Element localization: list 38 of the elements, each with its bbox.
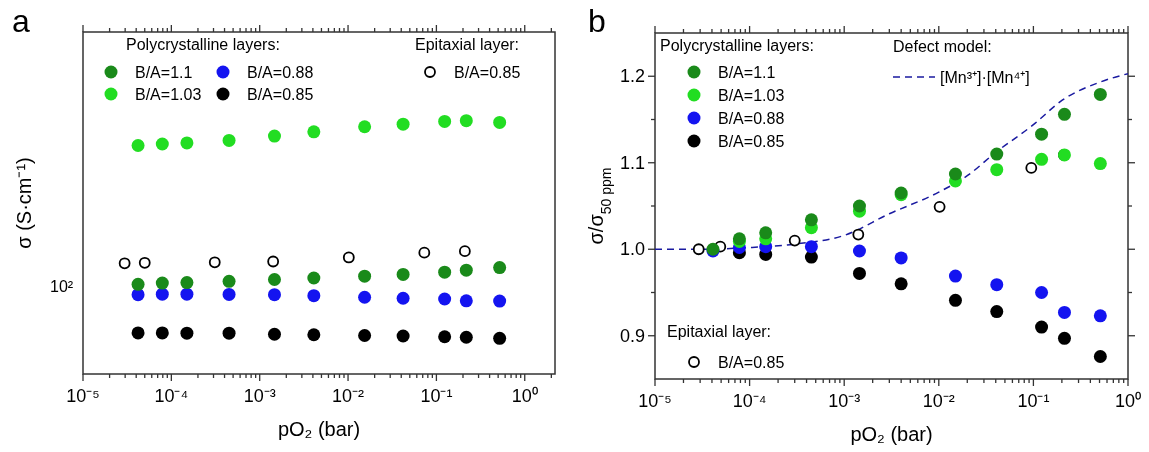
chart-title: b [588,3,606,39]
y-tick-label: 1.2 [619,66,645,87]
x-axis-title: pO₂ (bar) [850,423,933,445]
x-tick-label: 10⁻² [922,391,955,411]
x-axis-title: pO₂ (bar) [277,418,361,440]
annotation: Epitaxial layer: [667,323,772,340]
x-tick-label: 10⁻¹ [1017,391,1050,411]
legend-label: B/A=1.03 [718,87,785,104]
legend-label: [Mn³⁺]·[Mn⁴⁺] [940,69,1030,86]
text: 10² [50,278,74,295]
legend-label: B/A=0.88 [718,110,785,127]
legend-label: B/A=1.03 [135,86,202,103]
x-tick-label: 10⁻² [332,386,365,406]
chart-title: a [12,3,30,39]
y-tick-label: 1.1 [619,152,645,173]
legend-title: Polycrystalline layers: [126,36,280,53]
x-tick-label: 10⁰ [511,386,538,406]
x-tick-label: 10⁻⁴ [732,391,767,411]
y-tick-label: 1.0 [619,239,645,260]
legend-label: B/A=0.85 [718,133,785,150]
x-tick-label: 10⁻³ [828,391,861,411]
legend-title: Polycrystalline layers: [660,37,814,54]
x-tick-label: 10⁻⁵ [638,391,672,411]
x-tick-label: 10⁰ [1114,391,1142,411]
legend-label: B/A=0.85 [454,64,521,81]
text: Epitaxial layer: [415,36,520,53]
y-axis-title: σ (S·cm⁻¹) [13,157,35,249]
legend-label: B/A=0.85 [247,86,314,103]
legend-label: B/A=0.88 [247,64,314,81]
annotation: Defect model: [893,38,992,55]
x-tick-label: 10⁻³ [243,386,276,406]
legend-label: B/A=1.1 [135,64,193,81]
x-tick-label: 10⁻¹ [420,386,453,406]
legend-label: B/A=0.85 [718,354,785,371]
y-tick-label: 0.9 [619,325,645,346]
x-tick-label: 10⁻⁵ [66,386,100,406]
legend-label: B/A=1.1 [718,64,776,81]
x-tick-label: 10⁻⁴ [154,386,189,406]
